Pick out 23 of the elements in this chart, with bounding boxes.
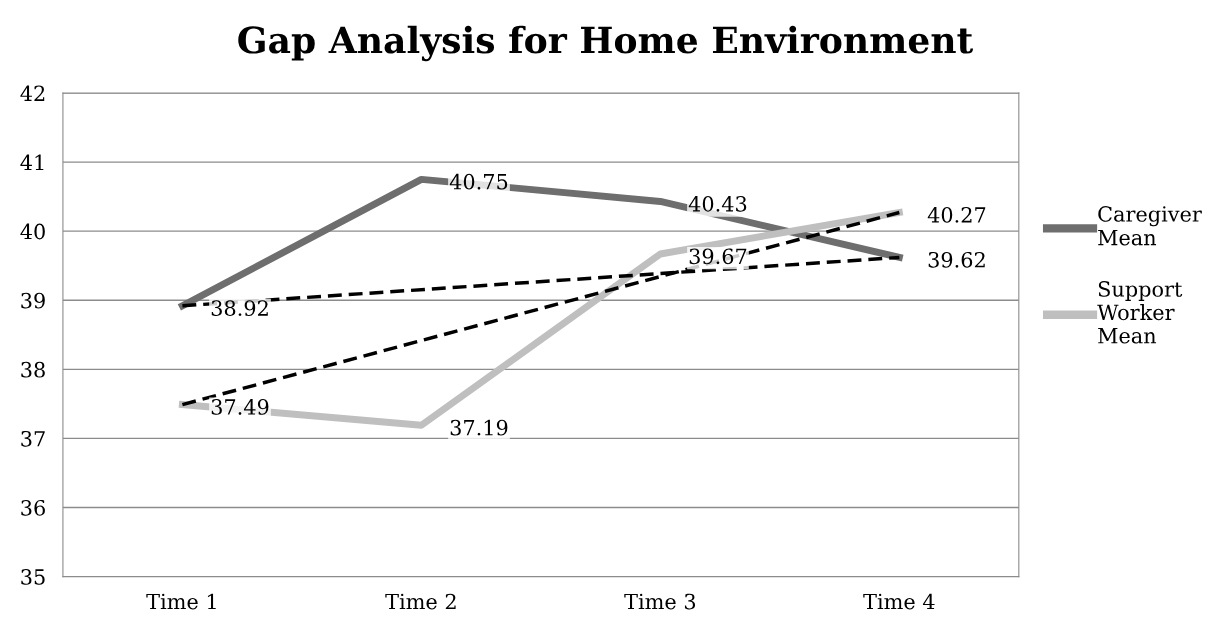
y-tick-label: 38 <box>21 361 45 378</box>
y-tick-label: 40 <box>20 223 45 240</box>
y-tick-label: 39 <box>21 292 45 309</box>
legend-label: Caregiver Mean <box>1098 206 1202 246</box>
data-label: 37.49 <box>211 399 269 415</box>
y-tick-label: 42 <box>20 85 45 101</box>
y-tick-label: 37 <box>21 430 45 447</box>
data-label: 39.62 <box>928 251 985 268</box>
x-tick-label: Time 1 <box>146 593 216 610</box>
x-tick-label: Time 2 <box>385 593 456 610</box>
data-label: 40.43 <box>688 195 747 212</box>
chart-title: Gap Analysis for Home Environment <box>238 25 974 62</box>
data-label: 40.27 <box>927 206 986 223</box>
y-tick-label: 36 <box>21 499 45 516</box>
data-label: 40.75 <box>449 173 508 190</box>
data-label: 39.67 <box>689 248 747 265</box>
data-label: 37.19 <box>450 419 508 436</box>
y-tick-label: 35 <box>21 569 45 585</box>
x-tick-label: Time 4 <box>863 593 935 610</box>
legend-label: Support Worker Mean <box>1097 281 1183 344</box>
y-tick-label: 41 <box>20 154 44 170</box>
x-tick-label: Time 3 <box>624 593 696 610</box>
data-label: 38.92 <box>211 300 268 316</box>
